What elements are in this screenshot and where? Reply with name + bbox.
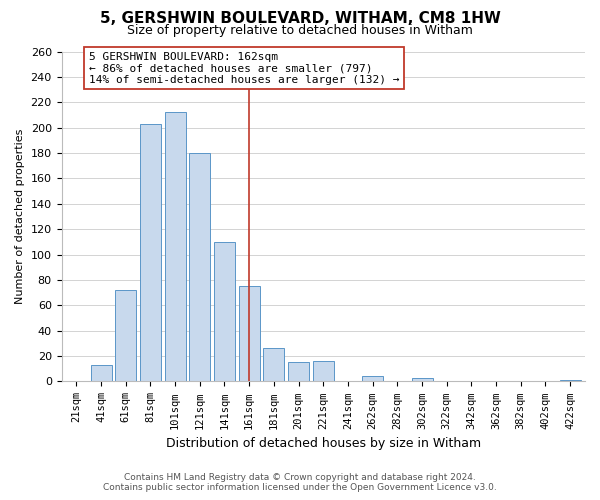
Bar: [313, 361, 334, 382]
Text: 5 GERSHWIN BOULEVARD: 162sqm
← 86% of detached houses are smaller (797)
14% of s: 5 GERSHWIN BOULEVARD: 162sqm ← 86% of de…: [89, 52, 399, 84]
Text: Size of property relative to detached houses in Witham: Size of property relative to detached ho…: [127, 24, 473, 37]
Bar: [214, 242, 235, 382]
Bar: [288, 362, 309, 382]
Bar: [164, 112, 185, 382]
Bar: [140, 124, 161, 382]
X-axis label: Distribution of detached houses by size in Witham: Distribution of detached houses by size …: [166, 437, 481, 450]
Bar: [239, 286, 260, 382]
Text: 5, GERSHWIN BOULEVARD, WITHAM, CM8 1HW: 5, GERSHWIN BOULEVARD, WITHAM, CM8 1HW: [100, 11, 500, 26]
Bar: [91, 365, 112, 382]
Bar: [263, 348, 284, 382]
Bar: [190, 153, 210, 382]
Bar: [560, 380, 581, 382]
Bar: [412, 378, 433, 382]
Y-axis label: Number of detached properties: Number of detached properties: [15, 129, 25, 304]
Bar: [362, 376, 383, 382]
Bar: [115, 290, 136, 382]
Text: Contains HM Land Registry data © Crown copyright and database right 2024.
Contai: Contains HM Land Registry data © Crown c…: [103, 473, 497, 492]
